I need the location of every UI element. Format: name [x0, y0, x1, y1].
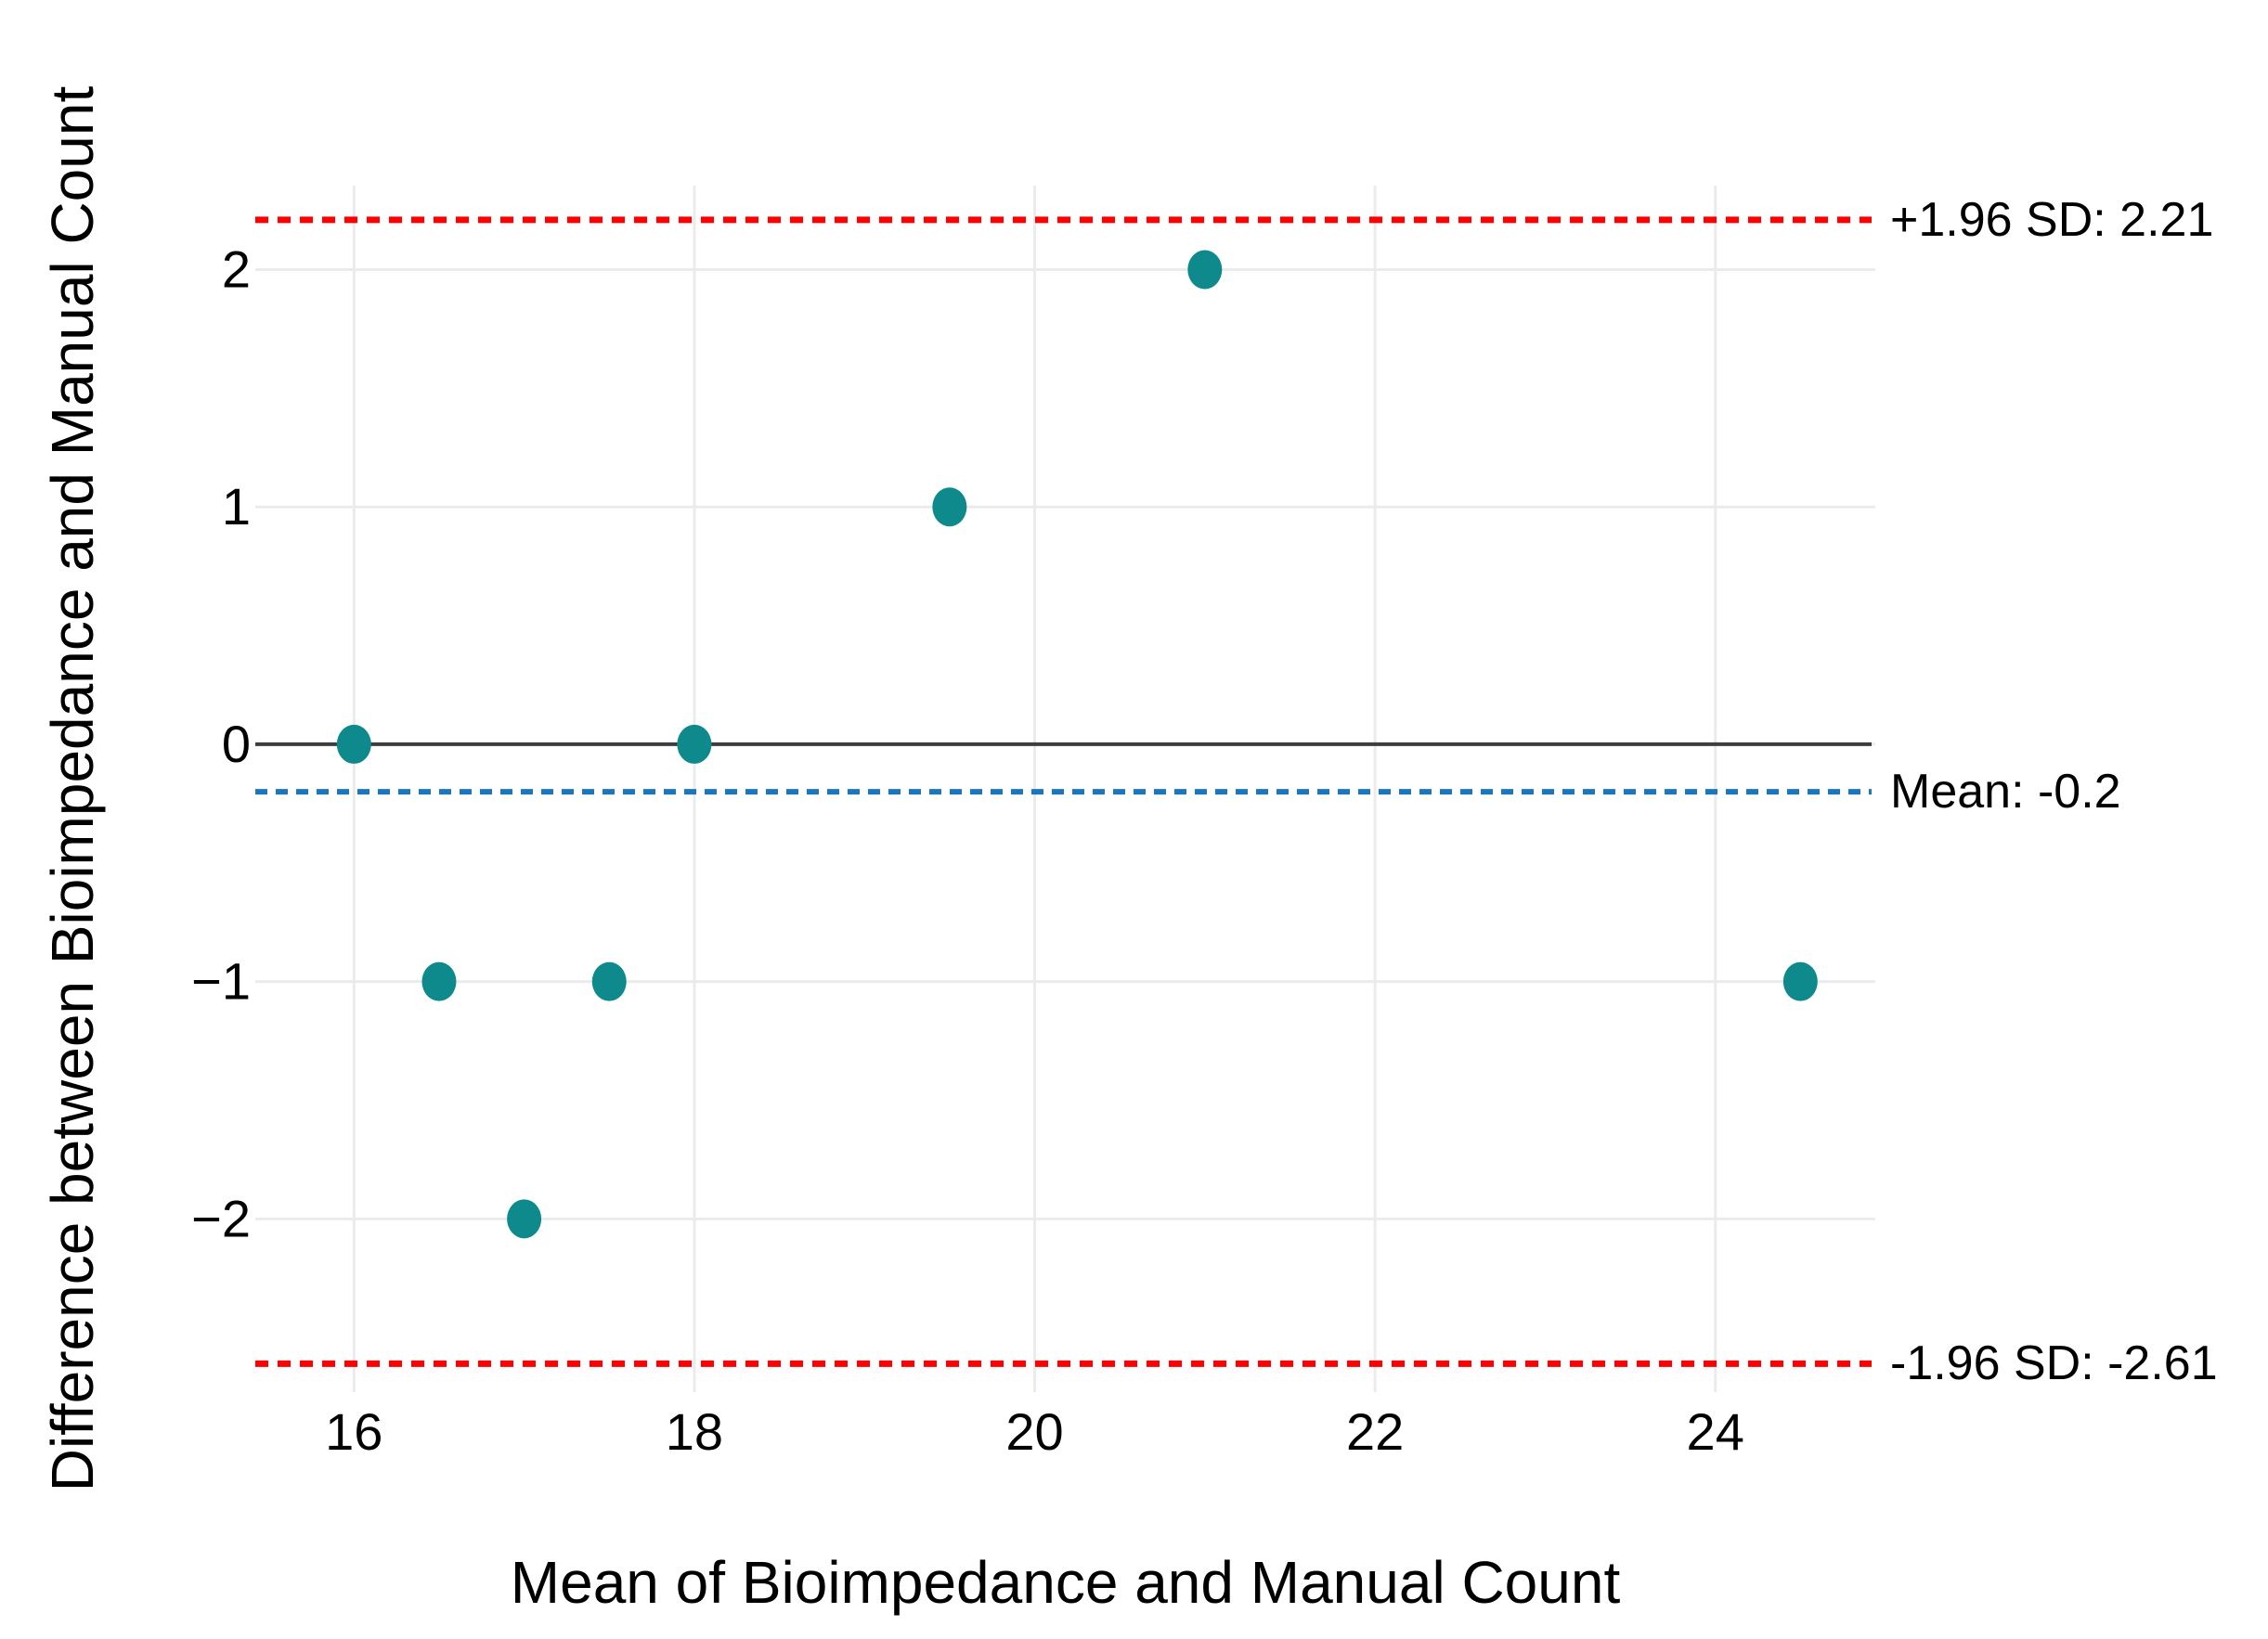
data-point [1187, 250, 1223, 290]
data-point [591, 961, 627, 1001]
data-point [507, 1199, 542, 1239]
x-tick-label: 20 [1005, 1402, 1063, 1461]
data-point [336, 724, 371, 764]
y-tick-label: −1 [191, 952, 251, 1011]
x-axis-title: Mean of Bioimpedance and Manual Count [510, 1549, 1621, 1616]
y-tick-label: −2 [191, 1189, 251, 1247]
lower-loa-label: -1.96 SD: -2.61 [1890, 1336, 2218, 1391]
data-point [421, 961, 457, 1001]
y-tick-label: 0 [222, 715, 251, 773]
y-tick-label: 2 [222, 240, 251, 299]
x-tick-label: 16 [325, 1402, 382, 1461]
y-axis-title: Difference between Bioimpedance and Manu… [39, 85, 106, 1492]
x-tick-label: 24 [1687, 1402, 1744, 1461]
data-point [677, 724, 712, 764]
y-tick-label: 1 [222, 477, 251, 536]
data-point [1782, 961, 1818, 1001]
upper-loa-label: +1.96 SD: 2.21 [1890, 192, 2214, 247]
data-point [932, 487, 967, 527]
x-tick-label: 22 [1346, 1402, 1404, 1461]
x-tick-label: 18 [666, 1402, 723, 1461]
mean-line-label: Mean: -0.2 [1890, 765, 2121, 820]
